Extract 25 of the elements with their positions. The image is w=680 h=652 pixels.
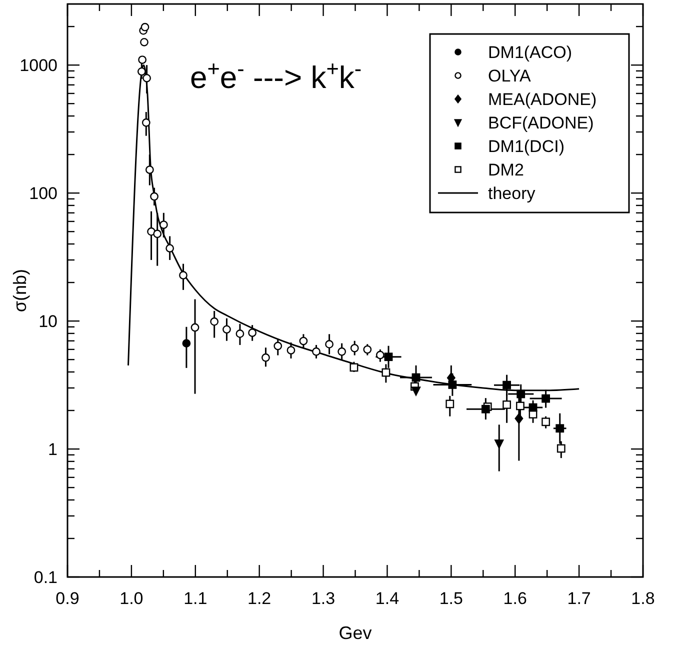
x-tick-label: 1.4 (375, 589, 400, 608)
y-tick-label: 1000 (20, 56, 58, 76)
y-axis-title: σ(nb) (10, 268, 30, 312)
annotation: e$^{+}$e$^{-}$ ---> k$^{+}$k$^{-}$ (190, 56, 362, 95)
legend-label: theory (488, 184, 536, 203)
x-tick-label: 1.0 (120, 589, 144, 608)
x-tick-label: 1.2 (248, 589, 272, 608)
x-tick-label: 1.7 (567, 589, 591, 608)
x-tick-label: 1.5 (439, 589, 463, 608)
legend-label: DM2 (488, 160, 524, 180)
x-axis-title: Gev (338, 623, 372, 643)
legend-label: DM1(DCI) (488, 137, 564, 156)
x-tick-label: 1.8 (631, 589, 655, 608)
legend-label: OLYA (488, 66, 532, 86)
y-tick-label: 10 (38, 312, 58, 332)
legend-label: MEA(ADONE) (488, 90, 597, 109)
x-tick-label: 1.3 (311, 589, 336, 608)
legend-label: BCF(ADONE) (488, 114, 594, 132)
x-tick-label: 1.6 (503, 589, 527, 608)
legend-label: DM1(ACO) (488, 43, 572, 62)
y-tick-label: 100 (29, 184, 58, 204)
x-tick-label: 0.9 (56, 589, 80, 608)
y-tick-label: 0.1 (34, 568, 58, 587)
x-tick-label: 1.1 (184, 589, 208, 608)
y-tick-label: 1 (48, 440, 58, 460)
